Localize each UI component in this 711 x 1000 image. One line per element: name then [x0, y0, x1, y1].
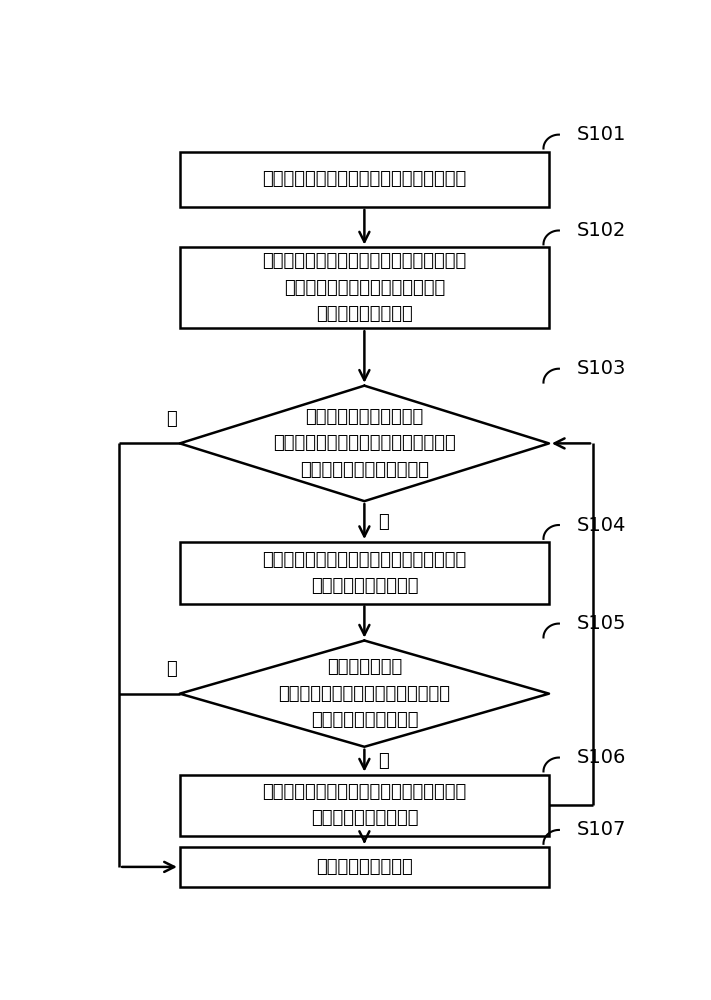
Text: 将所述邻居表项删除: 将所述邻居表项删除: [316, 858, 413, 876]
FancyBboxPatch shape: [180, 542, 549, 604]
Text: 发送检测信号至存在时间超过所述维持时间
的邻居表项对应的节点: 发送检测信号至存在时间超过所述维持时间 的邻居表项对应的节点: [262, 551, 466, 595]
Text: S103: S103: [577, 359, 626, 378]
Text: 节点统计当前邻居表中的当前邻居表项数量: 节点统计当前邻居表中的当前邻居表项数量: [262, 170, 466, 188]
Text: S107: S107: [577, 820, 626, 839]
FancyBboxPatch shape: [180, 152, 549, 207]
Text: 否: 否: [166, 410, 177, 428]
Text: S102: S102: [577, 221, 626, 240]
Polygon shape: [180, 386, 549, 501]
Polygon shape: [180, 641, 549, 747]
Text: 是: 是: [378, 752, 389, 770]
FancyBboxPatch shape: [180, 774, 549, 836]
Text: 是: 是: [378, 513, 389, 531]
Text: S105: S105: [577, 614, 626, 633]
Text: 增加该邻居表项的维持时间并重新开始计算
该邻居表项的存在时间: 增加该邻居表项的维持时间并重新开始计算 该邻居表项的存在时间: [262, 783, 466, 828]
Text: S106: S106: [577, 748, 626, 767]
Text: S104: S104: [577, 516, 626, 535]
Text: 确定所述节点的当前邻居
表中的各邻居表项的存在时间是否超过
各邻居表项对应的维持时间: 确定所述节点的当前邻居 表中的各邻居表项的存在时间是否超过 各邻居表项对应的维持…: [273, 408, 456, 479]
FancyBboxPatch shape: [180, 847, 549, 887]
Text: S101: S101: [577, 125, 626, 144]
Text: 否: 否: [166, 660, 177, 678]
Text: 根据当前邻居表项数量与预设邻居表项阀值
的大小关系，缩短或增加所述当前
邻居表项的维持时间: 根据当前邻居表项数量与预设邻居表项阀值 的大小关系，缩短或增加所述当前 邻居表项…: [262, 252, 466, 323]
FancyBboxPatch shape: [180, 247, 549, 328]
Text: 确定是否在预设
时间阀值内接收到该邻居表项对应的
节点对检测信号的响应: 确定是否在预设 时间阀值内接收到该邻居表项对应的 节点对检测信号的响应: [279, 658, 450, 729]
